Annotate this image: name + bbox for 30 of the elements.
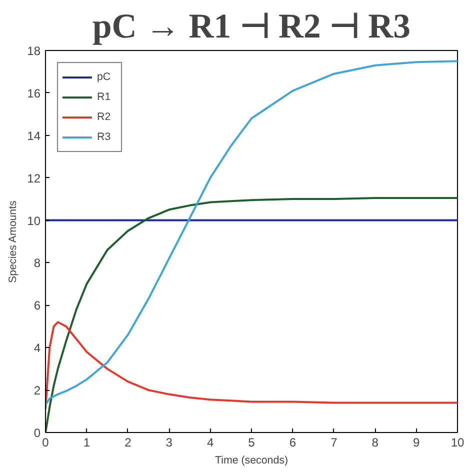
x-tick-label: 2 xyxy=(124,436,132,450)
x-axis-title: Time (seconds) xyxy=(214,454,288,466)
y-tick-label: 6 xyxy=(34,298,41,313)
x-tick-label: 8 xyxy=(372,436,379,450)
chart-title: pC → R1 ⊣ R2 ⊣ R3 xyxy=(92,8,411,46)
y-axis-title: Species Amounts xyxy=(7,200,20,283)
x-tick-label: 7 xyxy=(330,436,338,450)
line-series xyxy=(46,60,458,406)
legend-label: pC xyxy=(97,71,112,83)
y-tick-label: 8 xyxy=(34,256,41,270)
y-tick-label: 12 xyxy=(27,171,41,186)
x-tick-label: 1 xyxy=(83,436,90,450)
y-tick-label: 14 xyxy=(27,128,41,143)
x-tick-label: 6 xyxy=(289,436,296,450)
x-tick-label: 3 xyxy=(166,436,173,450)
x-tick-label: 4 xyxy=(206,436,214,450)
x-tick-label: 5 xyxy=(248,436,256,450)
legend-label: R1 xyxy=(97,91,112,103)
y-tick-label: 2 xyxy=(34,384,41,398)
y-tick-label: 10 xyxy=(27,214,41,228)
y-tick-label: 16 xyxy=(27,86,41,100)
x-tick-label: 0 xyxy=(42,436,50,450)
legend-label: R3 xyxy=(97,131,112,143)
y-tick-label: 0 xyxy=(34,426,41,440)
y-tick-label: 4 xyxy=(34,341,41,356)
line-series xyxy=(46,321,458,410)
x-tick-label: 10 xyxy=(450,436,464,450)
y-tick-label: 18 xyxy=(27,44,41,58)
x-tick-label: 9 xyxy=(412,436,420,450)
legend-label: R2 xyxy=(97,111,112,123)
